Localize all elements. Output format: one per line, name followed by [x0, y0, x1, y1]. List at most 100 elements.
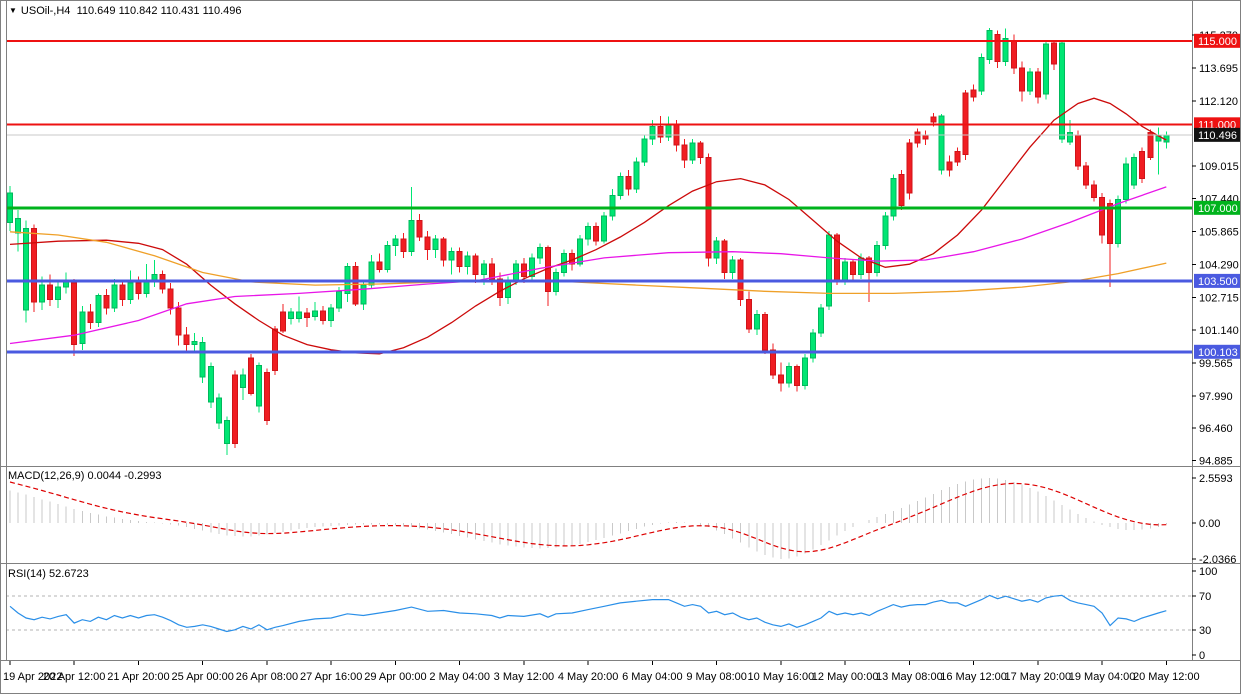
axis-label: 97.990	[1199, 391, 1233, 403]
candle-body	[1074, 134, 1081, 167]
candle-body	[793, 365, 800, 386]
candle-body	[23, 228, 30, 311]
candle-body	[448, 251, 455, 261]
candle-body	[175, 307, 182, 336]
axis-label: 0	[1199, 650, 1205, 662]
axis-label: 110.496	[1198, 130, 1237, 142]
candle-body	[689, 142, 696, 161]
candle-body	[320, 310, 327, 322]
rsi-line	[9, 594, 1167, 633]
candle-body	[496, 278, 503, 299]
price-axis: 115.270113.695112.120109.015107.440105.8…	[1192, 30, 1239, 662]
candle-body	[713, 240, 720, 259]
time-label: 9 May 08:00	[686, 671, 747, 683]
price-badge	[1194, 200, 1240, 215]
time-label: 26 Apr 08:00	[236, 671, 298, 683]
candle-body	[376, 261, 383, 270]
candle-body	[167, 288, 174, 309]
price-badge	[1194, 117, 1240, 132]
candle-body	[681, 144, 688, 161]
candle-body	[424, 236, 431, 251]
time-label: 3 May 12:00	[494, 671, 555, 683]
candle-body	[312, 310, 319, 317]
candle-body	[938, 115, 945, 171]
candle-body	[191, 340, 198, 346]
candle-body	[1010, 40, 1017, 69]
candle-body	[239, 374, 246, 388]
candle-body	[520, 263, 527, 278]
axis-label: 105.865	[1199, 227, 1239, 239]
candle-body	[504, 280, 511, 299]
candle-body	[408, 219, 415, 253]
candle-body	[922, 134, 929, 140]
candle-body	[432, 238, 439, 251]
candle-body	[15, 217, 22, 234]
candle-body	[970, 89, 977, 98]
candle-body	[1115, 198, 1122, 244]
ma-fast-red	[9, 97, 1167, 355]
candle-body	[785, 365, 792, 384]
time-label: 2 May 04:00	[429, 671, 490, 683]
time-label: 29 Apr 00:00	[364, 671, 426, 683]
symbol-name: USOil-,H4	[20, 5, 71, 17]
candle-body	[826, 234, 833, 307]
candle-body	[801, 357, 808, 386]
candle-body	[360, 284, 367, 305]
axis-label: 109.015	[1199, 161, 1239, 173]
candle-body	[898, 173, 905, 207]
candle-body	[1091, 184, 1098, 198]
candle-body	[601, 215, 608, 242]
candle-body	[930, 116, 937, 123]
candle-body	[207, 365, 214, 403]
candle-body	[255, 364, 262, 407]
axis-label: 94.885	[1199, 456, 1233, 468]
axis-label: 113.695	[1199, 63, 1238, 75]
axis-label: 99.565	[1199, 358, 1233, 370]
candle-body	[87, 311, 94, 324]
candle-body	[296, 311, 303, 319]
candle-body	[1026, 71, 1033, 92]
candle-body	[271, 328, 278, 372]
candle-body	[954, 150, 961, 163]
candle-body	[247, 357, 254, 395]
candle-body	[95, 294, 102, 324]
candle-body	[1107, 203, 1114, 244]
candle-body	[946, 161, 953, 171]
candle-body	[1002, 38, 1009, 63]
price-badges: 115.000111.000110.496107.000103.500100.1…	[1194, 33, 1240, 359]
time-label: 20 Apr 12:00	[43, 671, 105, 683]
candle-body	[135, 282, 142, 294]
candle-body	[456, 251, 463, 267]
candle-body	[978, 57, 985, 92]
candle-body	[818, 307, 825, 334]
candle-body	[215, 397, 222, 424]
price-levels-layer[interactable]	[6, 39, 1192, 354]
candle-body	[328, 307, 335, 322]
candle-body	[1034, 71, 1041, 98]
candle-body	[617, 176, 624, 196]
candle-body	[1147, 132, 1154, 159]
ma-mid-magenta	[9, 186, 1167, 345]
candle-body	[280, 311, 287, 332]
candle-body	[1018, 67, 1025, 92]
time-label: 13 May 08:00	[876, 671, 943, 683]
candle-body	[528, 257, 535, 278]
candle-body	[199, 341, 206, 378]
candle-body	[143, 280, 150, 294]
candle-body	[657, 125, 664, 138]
candle-body	[994, 34, 1001, 63]
axis-label: 0.00	[1199, 518, 1220, 530]
time-label: 25 Apr 00:00	[172, 671, 234, 683]
candle-body	[1099, 196, 1106, 236]
candle-body	[721, 240, 728, 274]
price-badge	[1194, 127, 1240, 142]
chevron-down-icon[interactable]: ▼	[9, 6, 17, 15]
candle-body	[1131, 157, 1138, 186]
axis-label: 30	[1199, 625, 1211, 637]
axis-label: 104.290	[1199, 259, 1239, 271]
macd-panel	[9, 477, 1167, 559]
candle-body	[986, 29, 993, 61]
